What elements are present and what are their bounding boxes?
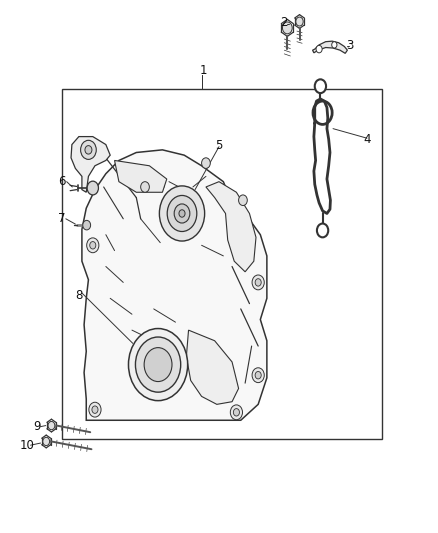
Circle shape <box>159 186 205 241</box>
Circle shape <box>239 195 247 206</box>
Text: 1: 1 <box>200 64 208 77</box>
Text: 5: 5 <box>215 139 223 152</box>
Polygon shape <box>186 330 239 405</box>
Bar <box>62 89 382 439</box>
Circle shape <box>233 409 240 416</box>
Circle shape <box>201 158 210 168</box>
Circle shape <box>89 402 101 417</box>
Text: 9: 9 <box>33 420 41 433</box>
Text: 10: 10 <box>19 439 34 451</box>
Circle shape <box>255 279 261 286</box>
Circle shape <box>141 182 149 192</box>
Polygon shape <box>71 136 110 192</box>
Circle shape <box>317 223 328 237</box>
Text: 8: 8 <box>75 289 82 302</box>
Circle shape <box>87 181 99 195</box>
Circle shape <box>252 275 264 290</box>
Circle shape <box>179 210 185 217</box>
Text: 2: 2 <box>279 16 287 29</box>
Circle shape <box>316 45 322 53</box>
Text: 3: 3 <box>346 39 353 52</box>
Circle shape <box>90 241 96 249</box>
Polygon shape <box>82 150 267 420</box>
Circle shape <box>296 17 303 26</box>
Circle shape <box>332 42 337 48</box>
Circle shape <box>144 348 172 382</box>
Circle shape <box>315 79 326 93</box>
Circle shape <box>43 438 49 446</box>
Circle shape <box>92 406 98 414</box>
Circle shape <box>174 204 190 223</box>
Circle shape <box>167 196 197 231</box>
Text: 7: 7 <box>58 212 65 225</box>
Circle shape <box>85 146 92 154</box>
Circle shape <box>81 140 96 159</box>
Circle shape <box>252 368 264 383</box>
Polygon shape <box>206 182 256 272</box>
Polygon shape <box>313 41 347 53</box>
Circle shape <box>283 22 292 34</box>
Circle shape <box>230 405 243 419</box>
Polygon shape <box>115 160 167 192</box>
Circle shape <box>128 328 187 401</box>
Text: 4: 4 <box>363 133 371 146</box>
Circle shape <box>135 337 181 392</box>
Circle shape <box>83 220 91 230</box>
Circle shape <box>255 372 261 379</box>
Circle shape <box>48 422 55 430</box>
Circle shape <box>87 238 99 253</box>
Text: 6: 6 <box>58 175 65 188</box>
